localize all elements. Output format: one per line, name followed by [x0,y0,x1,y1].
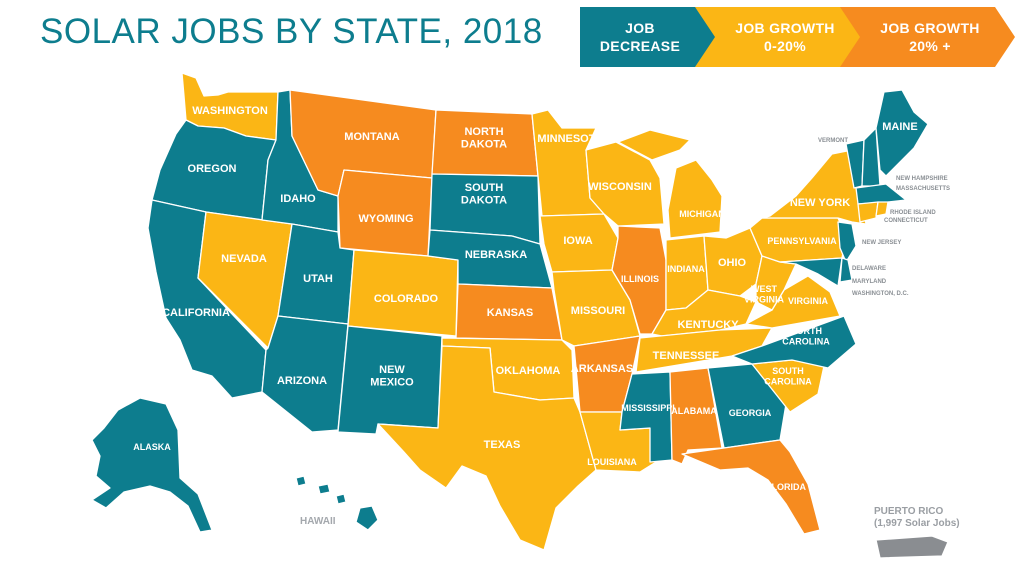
label-ohio: OHIO [718,257,747,269]
label-delaware: DELAWARE [852,266,886,272]
label-minnesota: MINNESOTA [537,133,602,145]
label-new-hampshire: NEW HAMPSHIRE [896,176,948,182]
state-massachusetts [855,183,907,205]
label-new-mexico: NEW MEXICO [370,364,414,389]
label-illinois: ILLINOIS [621,274,659,284]
label-michigan: MICHIGAN [679,209,725,219]
label-alaska: ALASKA [133,442,171,452]
label-texas: TEXAS [484,439,521,451]
label-alabama: ALABAMA [671,406,717,416]
state-florida [681,439,821,535]
label-west-virginia: WEST VIRGINIA [744,284,785,304]
label-hawaii: HAWAII [300,516,336,527]
state-arizona [261,315,349,433]
state-north-carolina [731,315,857,369]
page-title: SOLAR JOBS BY STATE, 2018 [40,12,543,51]
puerto-rico-jobs: (1,997 Solar Jobs) [874,518,960,529]
label-washington: WASHINGTON [192,105,268,117]
legend-line: 0-20% [764,38,806,54]
label-montana: MONTANA [344,131,399,143]
label-arizona: ARIZONA [277,375,327,387]
label-north-dakota: NORTH DAKOTA [461,126,507,151]
state-georgia [707,363,787,449]
label-maryland: MARYLAND [852,279,887,285]
legend-line: JOB GROWTH [735,20,835,36]
label-vermont: VERMONT [818,138,848,144]
puerto-rico-label: PUERTO RICO (1,997 Solar Jobs) [874,506,960,530]
label-mississippi: MISSISSIPPI [621,403,675,413]
territory-puerto-rico [875,535,949,559]
legend-swatch-growth-20-plus [840,7,1015,67]
label-south-carolina: SOUTH CAROLINA [764,366,812,386]
label-colorado: COLORADO [374,293,439,305]
state-illinois [611,225,667,335]
label-arkansas: ARKANSAS [571,363,633,375]
label-nebraska: NEBRASKA [465,249,527,261]
legend-arrows [580,7,1015,67]
state-wisconsin [585,141,665,227]
legend: JOB DECREASE JOB GROWTH 0-20% JOB GROWTH… [580,7,1020,67]
legend-line: DECREASE [599,38,681,54]
state-alaska [91,397,213,533]
label-new-jersey: NEW JERSEY [862,240,901,246]
state-texas [377,345,597,551]
label-idaho: IDAHO [280,193,316,205]
puerto-rico-name: PUERTO RICO [874,506,944,517]
state-connecticut [857,201,879,223]
label-utah: UTAH [303,273,333,285]
legend-line: JOB GROWTH [880,20,980,36]
label-kentucky: KENTUCKY [677,319,739,331]
state-delaware [839,257,853,283]
legend-swatch-growth-0-20 [695,7,875,67]
legend-line: JOB [625,20,655,36]
label-new-york: NEW YORK [790,197,850,209]
label-kansas: KANSAS [487,307,533,319]
label-indiana: INDIANA [667,264,705,274]
label-pennsylvania: PENNSYLVANIA [767,236,837,246]
label-florida: FLORIDA [766,482,806,492]
label-wyoming: WYOMING [359,213,414,225]
label-rhode-island: RHODE ISLAND [890,210,936,216]
label-iowa: IOWA [563,235,592,247]
label-oregon: OREGON [188,163,237,175]
label-nevada: NEVADA [221,253,267,265]
label-connecticut: CONNECTICUT [884,218,928,224]
state-new-jersey [837,221,857,263]
state-hawaii [355,505,379,531]
label-california: CALIFORNIA [162,307,230,319]
label-massachusetts: MASSACHUSETTS [896,186,950,192]
label-north-carolina: NORTH CAROLINA [782,326,830,346]
state-hawaii-islands [295,475,347,505]
label-louisiana: LOUISIANA [587,457,637,467]
state-maryland [779,257,843,287]
legend-item-growth-0-20: JOB GROWTH 0-20% [715,19,855,55]
label-missouri: MISSOURI [571,305,625,317]
label-georgia: GEORGIA [729,408,772,418]
label-wisconsin: WISCONSIN [588,181,652,193]
state-rhode-island [875,201,889,217]
label-tennessee: TENNESSEE [653,350,720,362]
state-michigan-up [617,129,691,161]
label-virginia: VIRGINIA [788,296,829,306]
label-south-dakota: SOUTH DAKOTA [461,182,507,207]
legend-line: 20% + [909,38,951,54]
legend-item-growth-20-plus: JOB GROWTH 20% + [860,19,1000,55]
label-washington-dc: WASHINGTON, D.C. [852,291,909,297]
label-maine: MAINE [882,121,917,133]
legend-item-decrease: JOB DECREASE [580,19,700,55]
label-oklahoma: OKLAHOMA [496,365,561,377]
state-maine [875,89,929,177]
state-michigan [667,159,723,239]
